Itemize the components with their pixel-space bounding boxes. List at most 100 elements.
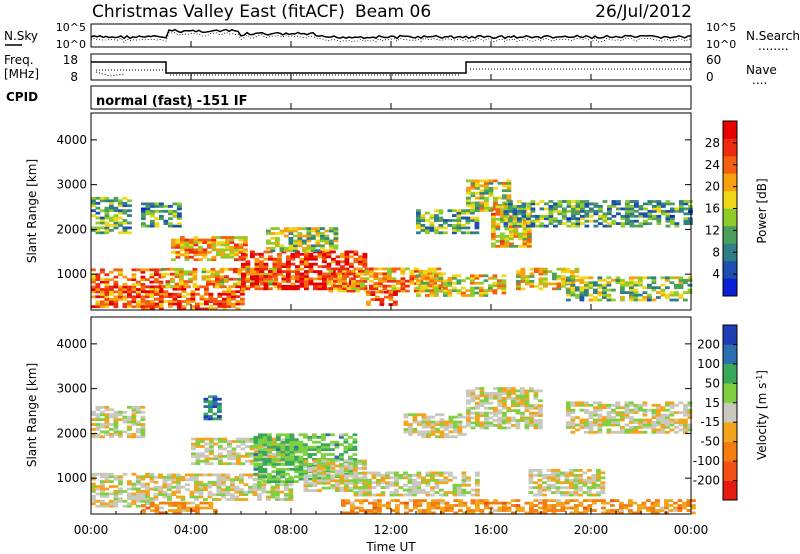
velocity-cell: [515, 499, 521, 502]
power-cell: [349, 250, 354, 254]
power-cell: [192, 285, 198, 288]
power-cell: [656, 214, 662, 218]
power-cell: [317, 287, 323, 291]
velocity-cell: [578, 511, 584, 515]
velocity-cell: [212, 402, 218, 406]
power-cell: [500, 232, 505, 236]
power-cell: [91, 229, 96, 232]
velocity-cell: [380, 476, 386, 480]
power-cell: [181, 305, 187, 308]
power-cell: [504, 244, 510, 248]
velocity-cell: [677, 499, 683, 502]
power-cell: [342, 279, 347, 283]
power-cell: [208, 295, 214, 298]
velocity-cell: [91, 475, 96, 479]
power-cell: [679, 202, 684, 206]
power-cell: [470, 231, 475, 235]
velocity-cell: [358, 493, 363, 497]
power-cell: [418, 289, 424, 293]
power-cell: [189, 255, 194, 259]
power-cell: [109, 219, 114, 222]
power-cell: [391, 277, 397, 281]
velocity-cell: [593, 423, 598, 427]
velocity-cell: [254, 459, 259, 463]
velocity-cell: [466, 509, 471, 512]
velocity-cell: [131, 499, 137, 503]
velocity-cell: [511, 399, 516, 403]
power-cell: [181, 287, 187, 291]
velocity-cell: [389, 483, 395, 487]
velocity-y-tick-label: 4000: [56, 337, 87, 351]
power-cell: [177, 214, 182, 218]
velocity-cell: [556, 501, 561, 505]
velocity-cell: [195, 454, 201, 458]
power-cell: [234, 253, 239, 257]
power-cell: [337, 269, 343, 273]
power-cell: [607, 207, 612, 211]
velocity-cell: [113, 425, 119, 429]
velocity-cell: [344, 489, 349, 492]
power-cell: [629, 214, 635, 218]
velocity-colorbar-frame: [722, 324, 738, 501]
power-cell: [284, 234, 289, 238]
velocity-cell: [493, 392, 498, 395]
power-cell: [520, 277, 526, 281]
velocity-cell: [344, 474, 349, 478]
power-cell: [211, 248, 217, 252]
velocity-cell: [596, 483, 601, 487]
power-cell: [229, 241, 235, 244]
power-cell: [522, 239, 528, 243]
power-cell: [238, 246, 244, 249]
power-cell: [629, 288, 634, 292]
power-cell: [429, 214, 435, 217]
velocity-cell: [520, 414, 525, 417]
power-cell: [193, 250, 199, 254]
velocity-cell: [573, 481, 579, 485]
power-cell: [561, 284, 566, 288]
velocity-cell: [335, 479, 340, 483]
velocity-cell: [213, 509, 218, 512]
power-cell: [447, 289, 453, 292]
velocity-cell: [258, 463, 263, 466]
velocity-cell: [435, 423, 440, 426]
velocity-cell: [421, 491, 426, 494]
velocity-cell: [253, 453, 259, 456]
power-cell: [364, 269, 370, 273]
power-cell: [479, 196, 485, 200]
power-cell: [215, 282, 220, 286]
power-cell: [175, 243, 181, 247]
velocity-cell: [457, 430, 463, 434]
velocity-cell: [651, 428, 657, 432]
power-cell: [665, 219, 671, 223]
power-cell: [202, 255, 208, 259]
power-cell: [109, 204, 114, 208]
power-cell: [647, 286, 652, 290]
power-cell: [177, 300, 182, 303]
power-cell: [518, 235, 523, 238]
velocity-cell: [633, 411, 639, 414]
power-cell: [171, 243, 176, 247]
velocity-cell: [435, 435, 440, 439]
velocity-cell: [588, 426, 594, 429]
velocity-cell: [439, 433, 445, 436]
velocity-cell: [136, 495, 141, 498]
power-cell: [506, 194, 512, 198]
velocity-cell: [506, 421, 512, 425]
power-cell: [163, 209, 169, 213]
velocity-cell: [231, 450, 237, 453]
power-cell: [503, 207, 509, 211]
power-cell: [141, 224, 146, 228]
velocity-cell: [204, 457, 210, 461]
velocity-cell: [266, 490, 271, 494]
velocity-cell: [417, 504, 423, 507]
velocity-cell: [209, 445, 214, 448]
velocity-cell: [641, 504, 647, 507]
power-cell: [474, 224, 480, 227]
power-cell: [452, 209, 457, 213]
velocity-cell: [194, 478, 199, 482]
power-cell: [288, 249, 294, 253]
velocity-cell: [100, 430, 105, 434]
power-cell: [333, 234, 339, 238]
power-cell: [286, 287, 291, 291]
velocity-cell: [502, 406, 507, 410]
